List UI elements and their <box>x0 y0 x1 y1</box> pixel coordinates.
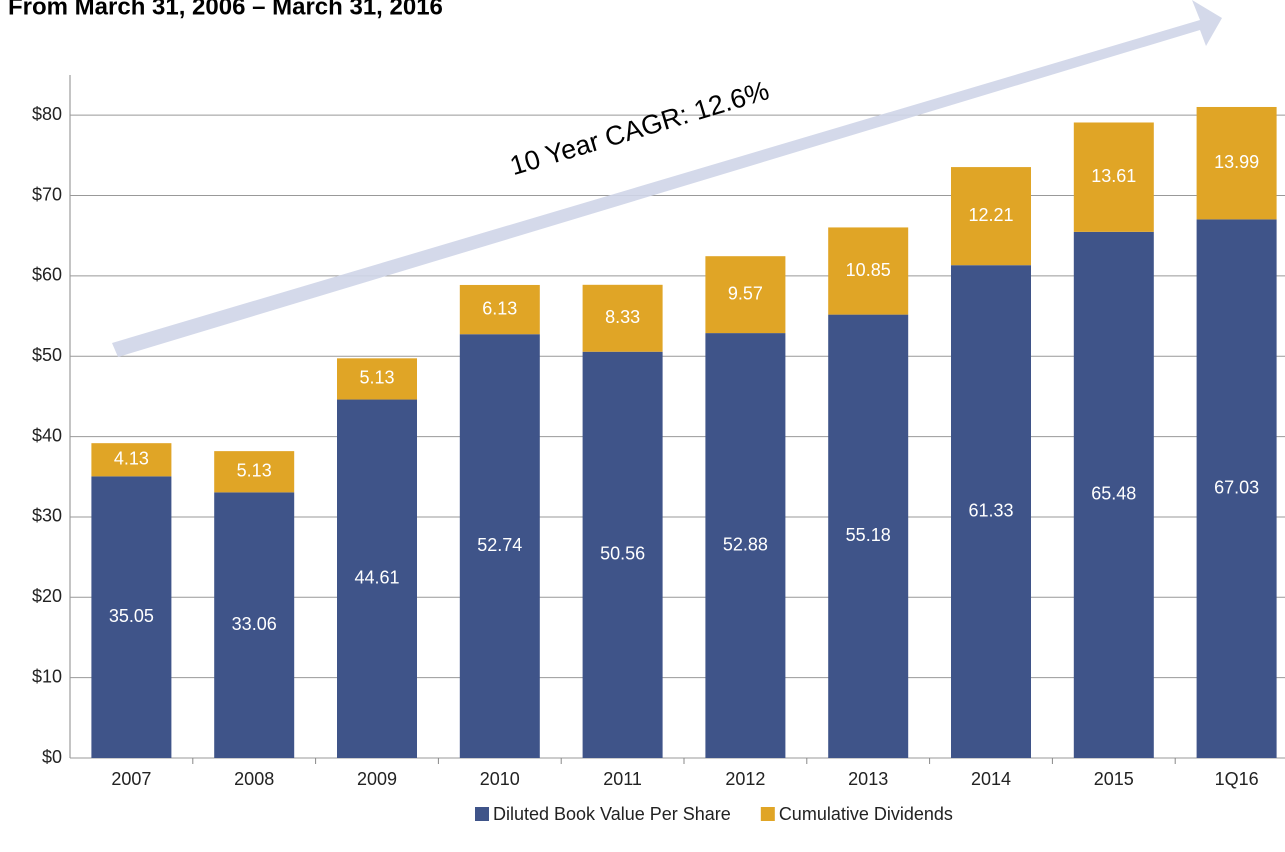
x-tick-label: 1Q16 <box>1215 769 1259 789</box>
bar-segment <box>582 284 663 352</box>
value-label: 13.61 <box>1091 166 1136 186</box>
value-label: 5.13 <box>359 368 394 388</box>
x-tick-label: 2008 <box>234 769 274 789</box>
bar-segment <box>582 351 663 758</box>
x-tick-label: 2010 <box>480 769 520 789</box>
y-tick-label: $70 <box>32 184 62 204</box>
bar-segment <box>705 256 786 334</box>
bar-segment <box>951 265 1031 758</box>
value-label: 67.03 <box>1214 477 1259 497</box>
value-label: 13.99 <box>1214 152 1259 172</box>
legend-label: Cumulative Dividends <box>779 804 953 824</box>
bar-segment <box>91 476 172 758</box>
chart-title: From March 31, 2006 – March 31, 2016 <box>8 0 443 20</box>
x-tick-label: 2015 <box>1094 769 1134 789</box>
y-tick-label: $10 <box>32 666 62 686</box>
value-label: 55.18 <box>846 525 891 545</box>
bar-segment <box>1196 106 1277 220</box>
grid: $0 $10 $20 $30 $40 $50 $60 $70 $80 2007 2008 2009 20… <box>32 75 1285 789</box>
bar-segment <box>214 451 295 493</box>
y-tick-label: $40 <box>32 425 62 445</box>
value-label: 35.05 <box>109 606 154 626</box>
legend-label: Diluted Book Value Per Share <box>493 804 731 824</box>
x-tick-label: 2012 <box>725 769 765 789</box>
bar-segment <box>705 333 786 758</box>
value-label: 8.33 <box>605 307 640 327</box>
y-tick-label: $0 <box>42 747 62 767</box>
bar-segment <box>828 227 909 315</box>
value-label: 52.88 <box>723 534 768 554</box>
value-label: 65.48 <box>1091 484 1136 504</box>
value-label: 10.85 <box>846 260 891 280</box>
x-tick-label: 2014 <box>971 769 1011 789</box>
value-label: 9.57 <box>728 283 763 303</box>
legend-swatch <box>475 807 489 821</box>
bar-segment <box>1073 231 1154 758</box>
bar-segment <box>1196 219 1277 759</box>
y-tick-label: $30 <box>32 506 62 526</box>
x-tick-label: 2009 <box>357 769 397 789</box>
bar-segment <box>91 443 172 477</box>
value-label: 44.61 <box>354 568 399 588</box>
value-label: 5.13 <box>237 460 272 480</box>
value-label: 50.56 <box>600 544 645 564</box>
x-tick-label: 2013 <box>848 769 888 789</box>
bar-segment <box>459 284 540 335</box>
value-label: 33.06 <box>232 614 277 634</box>
bars: 35.05 4.13 33.06 5.13 44.61 5.13 52.74 6.13 50.5… <box>91 106 1277 759</box>
value-label: 4.13 <box>114 449 149 469</box>
bar-segment <box>1073 122 1154 232</box>
trend-arrow <box>112 0 1222 357</box>
value-label: 52.74 <box>477 535 522 555</box>
value-label: 12.21 <box>968 205 1013 225</box>
y-tick-label: $80 <box>32 104 62 124</box>
value-label: 61.33 <box>968 500 1013 520</box>
y-tick-label: $50 <box>32 345 62 365</box>
y-tick-label: $60 <box>32 265 62 285</box>
bar-segment <box>337 358 417 400</box>
value-label: 6.13 <box>482 298 517 318</box>
x-tick-label: 2007 <box>111 769 151 789</box>
legend-swatch <box>760 807 775 821</box>
y-tick-label: $20 <box>32 586 62 606</box>
bar-segment <box>214 492 295 758</box>
bar-segment <box>951 167 1031 266</box>
x-tick-label: 2011 <box>603 769 642 789</box>
bar-segment <box>828 314 909 758</box>
bar-segment <box>337 399 417 758</box>
bar-segment <box>459 334 540 758</box>
